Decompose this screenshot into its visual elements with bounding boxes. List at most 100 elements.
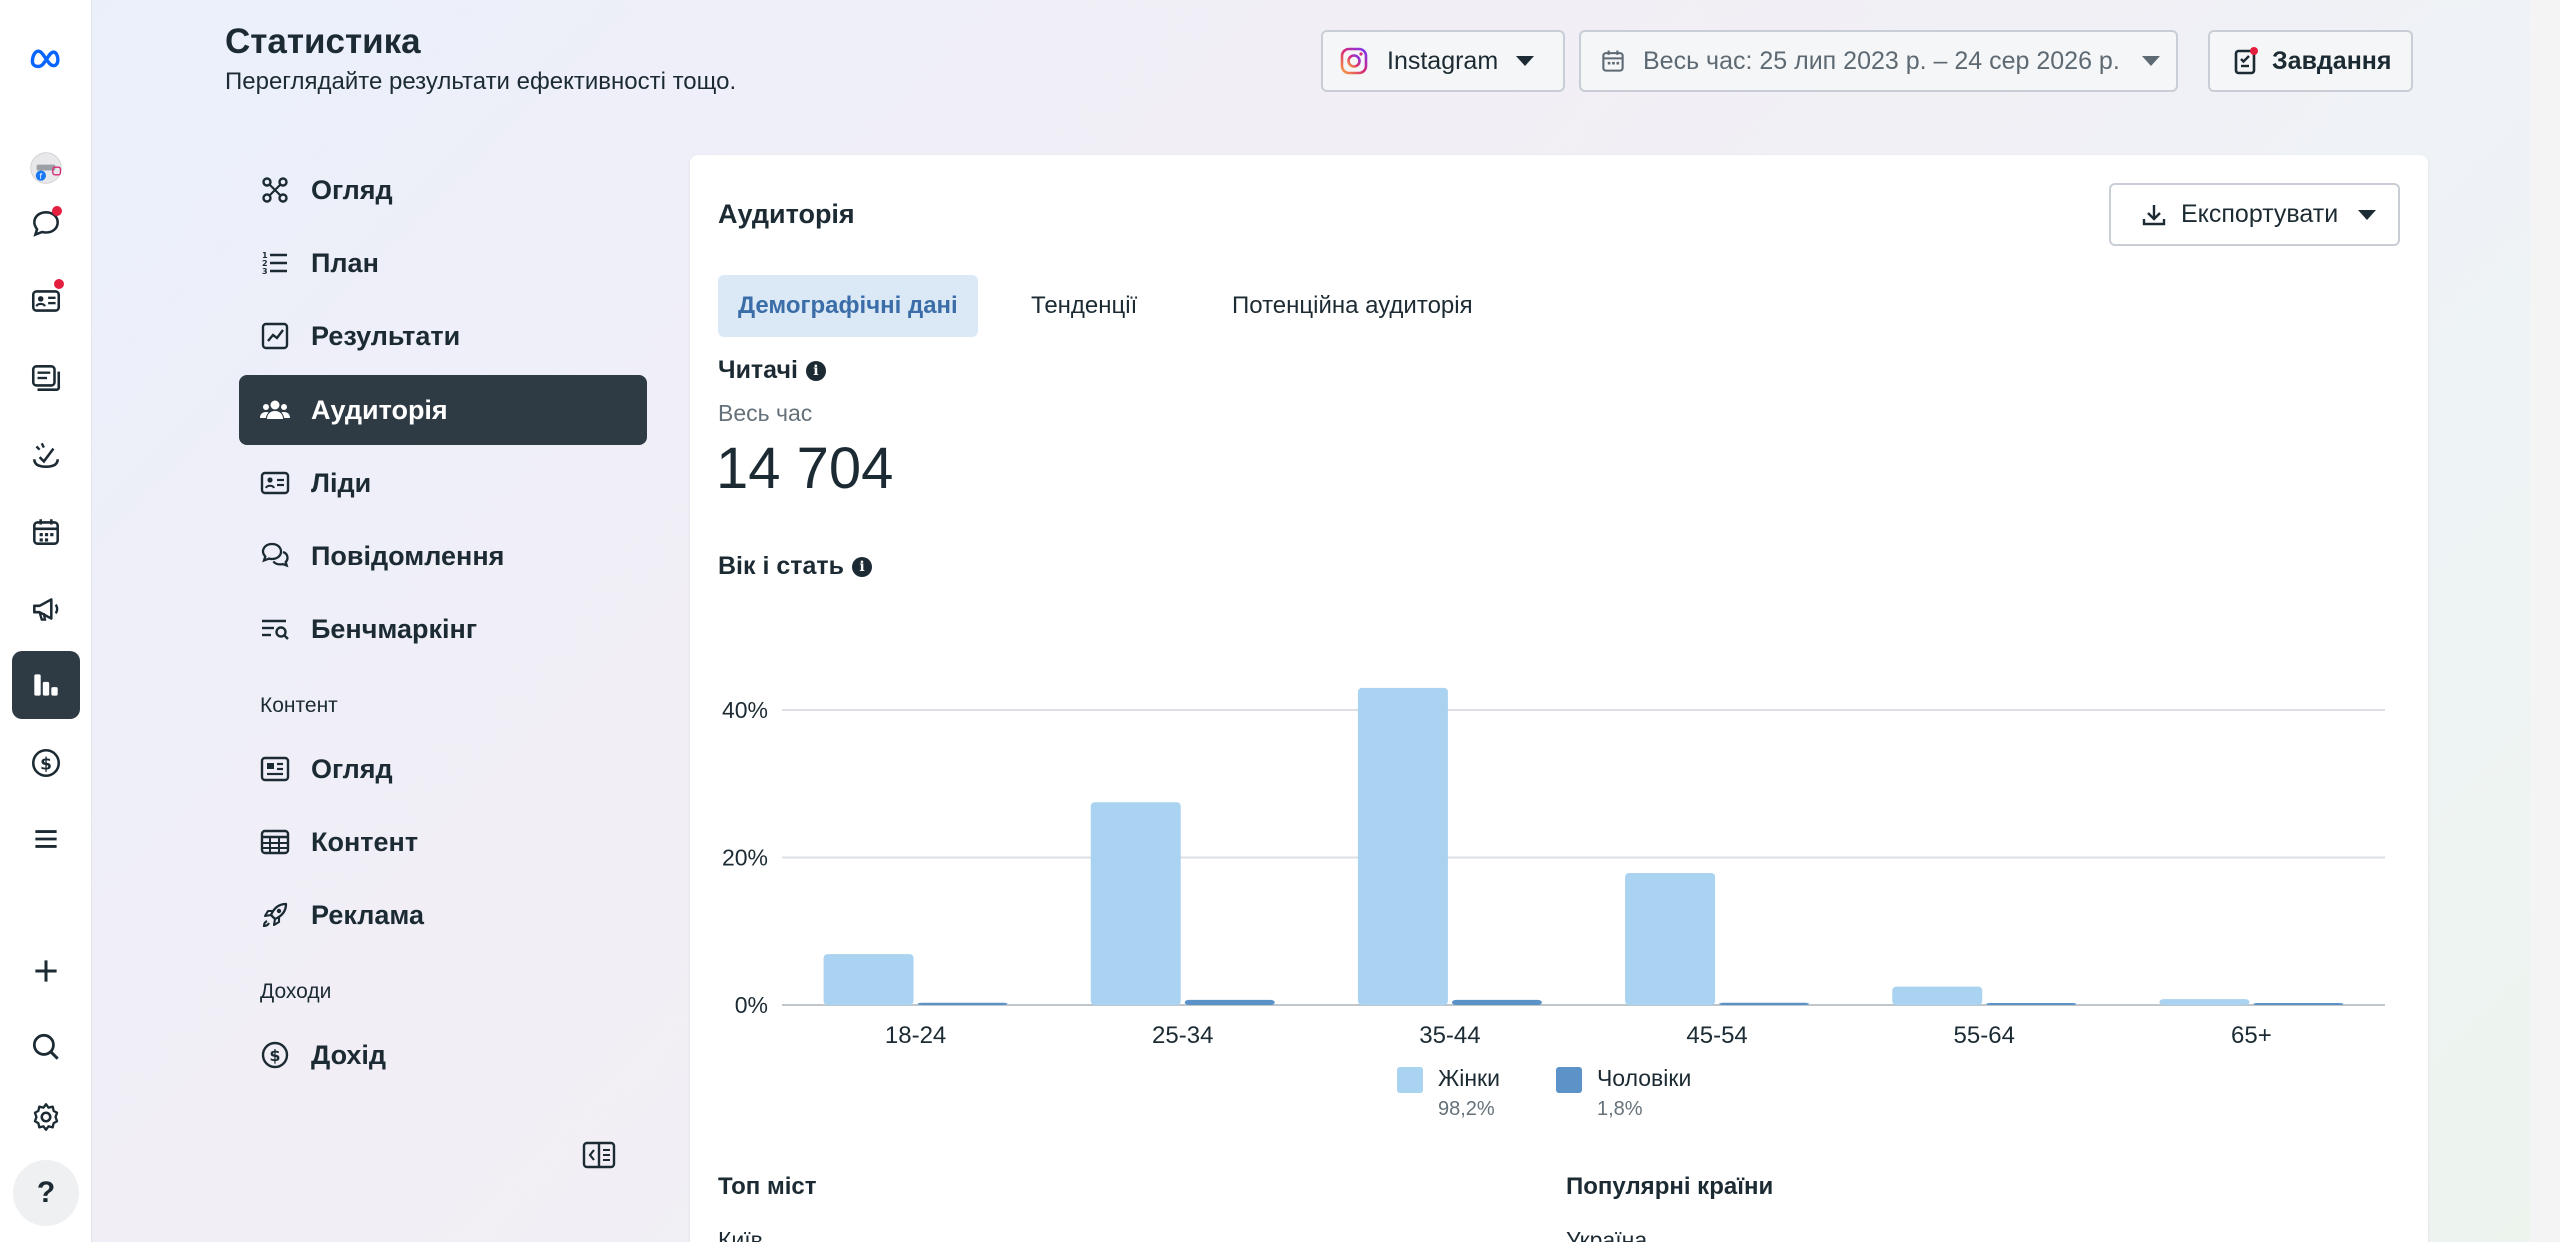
bar-women	[1892, 986, 1983, 1005]
export-label: Експортувати	[2181, 200, 2339, 228]
chevron-down-icon	[2141, 56, 2160, 66]
x-tick-label: 45-54	[1686, 1022, 1747, 1049]
export-button[interactable]: Експортувати	[2109, 183, 2400, 246]
legend-item-women[interactable]: Жінки 98,2%	[1397, 1065, 1500, 1121]
messages-icon	[257, 538, 293, 574]
nav-item-label: Результати	[311, 320, 461, 351]
x-tick-label: 65+	[2231, 1022, 2272, 1049]
content-posts-icon[interactable]	[12, 344, 80, 412]
calendar-icon	[1599, 47, 1627, 75]
info-icon[interactable]: i	[852, 556, 873, 577]
info-icon[interactable]: i	[805, 360, 826, 381]
results-icon	[257, 318, 293, 354]
svg-text:$: $	[40, 754, 52, 774]
help-button[interactable]: ?	[13, 1160, 79, 1226]
followers-label: Читачі	[718, 356, 798, 384]
top-country-item: Україна	[1566, 1227, 1648, 1242]
nav-item-label: Огляд	[311, 753, 393, 784]
age-gender-heading: Вік і стать i	[718, 552, 873, 581]
calendar-icon[interactable]	[12, 498, 80, 566]
nav-item-label: Повідомлення	[311, 540, 505, 571]
platform-label: Instagram	[1387, 46, 1499, 75]
leads-icon	[257, 465, 293, 501]
page-subtitle: Переглядайте результати ефективності тощ…	[225, 68, 737, 95]
contact-card-icon[interactable]	[12, 267, 80, 335]
page-title: Статистика	[225, 22, 421, 61]
date-range-label: Весь час: 25 лип 2023 р. – 24 сер 2026 р…	[1643, 46, 2120, 75]
window-edge	[2530, 0, 2560, 1242]
tab-demographics[interactable]: Демографічні дані	[718, 275, 978, 337]
nav-item-audience[interactable]: Аудиторія	[239, 375, 647, 445]
planner-icon[interactable]	[12, 421, 80, 489]
legend-share-women: 98,2%	[1438, 1098, 1495, 1120]
nav-item-benchmarking[interactable]: Бенчмаркінг	[239, 594, 647, 664]
nav-item-messages[interactable]: Повідомлення	[239, 521, 647, 591]
insights-icon[interactable]	[12, 651, 80, 719]
bar-men	[1184, 999, 1275, 1005]
download-icon	[2141, 202, 2167, 228]
ads-rocket-icon	[257, 897, 293, 933]
nav-item-results[interactable]: Результати	[239, 301, 647, 371]
svg-text:$: $	[269, 1046, 280, 1065]
nav-item-label: План	[311, 247, 379, 278]
nav-section-content: Контент	[260, 694, 338, 717]
nav-item-content-overview[interactable]: Огляд	[239, 734, 647, 804]
nav-item-label: Ліди	[311, 467, 372, 498]
svg-text:3: 3	[262, 267, 268, 276]
tasks-label: Завдання	[2272, 46, 2392, 75]
settings-icon[interactable]	[12, 1083, 80, 1151]
nav-item-label: Контент	[311, 826, 419, 857]
svg-text:2: 2	[262, 259, 268, 268]
nav-item-label: Аудиторія	[311, 394, 448, 425]
create-icon[interactable]	[12, 937, 80, 1005]
tab-potential-audience[interactable]: Потенційна аудиторія	[1232, 292, 1473, 319]
legend-share-men: 1,8%	[1596, 1098, 1643, 1120]
income-icon: $	[257, 1037, 293, 1073]
card-title: Аудиторія	[718, 199, 855, 229]
nav-item-label: Огляд	[311, 174, 393, 205]
nav-item-ads[interactable]: Реклама	[239, 880, 647, 950]
tasks-clipboard-icon	[2232, 46, 2260, 76]
nav-item-label: Дохід	[311, 1039, 387, 1070]
instagram-icon	[1339, 46, 1369, 76]
svg-text:f: f	[40, 172, 43, 181]
audience-card: Аудиторія Експортувати Демографічні дані…	[690, 155, 2428, 1242]
top-countries-heading: Популярні країни	[1566, 1173, 1774, 1200]
nav-item-income[interactable]: $ Дохід	[239, 1020, 647, 1090]
x-tick-label: 35-44	[1419, 1022, 1480, 1049]
content-overview-icon	[257, 751, 293, 787]
nav-item-content[interactable]: Контент	[239, 807, 647, 877]
chat-icon[interactable]	[12, 190, 80, 258]
bar-men	[1719, 1002, 1810, 1005]
meta-logo-icon[interactable]	[12, 24, 80, 92]
chart-legend: Жінки 98,2% Чоловіки 1,8%	[1397, 1065, 1747, 1121]
profile-avatar-icon[interactable]: f	[12, 134, 80, 202]
x-tick-label: 25-34	[1152, 1022, 1213, 1049]
monetization-icon[interactable]: $	[12, 729, 80, 797]
followers-count: 14 704	[716, 436, 894, 501]
search-icon[interactable]	[12, 1013, 80, 1081]
top-city-item: Київ	[718, 1227, 763, 1242]
tab-trends[interactable]: Тенденції	[1031, 292, 1138, 319]
legend-label-men: Чоловіки	[1596, 1065, 1692, 1091]
platform-selector[interactable]: Instagram	[1321, 30, 1565, 92]
menu-icon[interactable]	[12, 805, 80, 873]
audience-icon	[257, 392, 293, 428]
legend-item-men[interactable]: Чоловіки 1,8%	[1555, 1065, 1692, 1121]
y-tick-label: 0%	[735, 992, 768, 1018]
bar-women	[1625, 872, 1716, 1005]
bar-men	[917, 1002, 1008, 1005]
legend-label-women: Жінки	[1438, 1065, 1500, 1091]
nav-item-overview[interactable]: Огляд	[239, 155, 647, 225]
tasks-button[interactable]: Завдання	[2208, 30, 2413, 92]
nav-item-leads[interactable]: Ліди	[239, 448, 647, 518]
svg-text:1: 1	[262, 251, 268, 260]
megaphone-icon[interactable]	[12, 575, 80, 643]
chevron-down-icon	[1516, 56, 1535, 66]
date-range-selector[interactable]: Весь час: 25 лип 2023 р. – 24 сер 2026 р…	[1579, 30, 2178, 92]
collapse-sidebar-icon[interactable]	[581, 1140, 617, 1170]
age-gender-chart: 0% 20% 40% 18-24 25-34 35-44 45-54 55-64 65+	[722, 687, 2385, 1049]
top-cities-heading: Топ міст	[718, 1173, 817, 1200]
